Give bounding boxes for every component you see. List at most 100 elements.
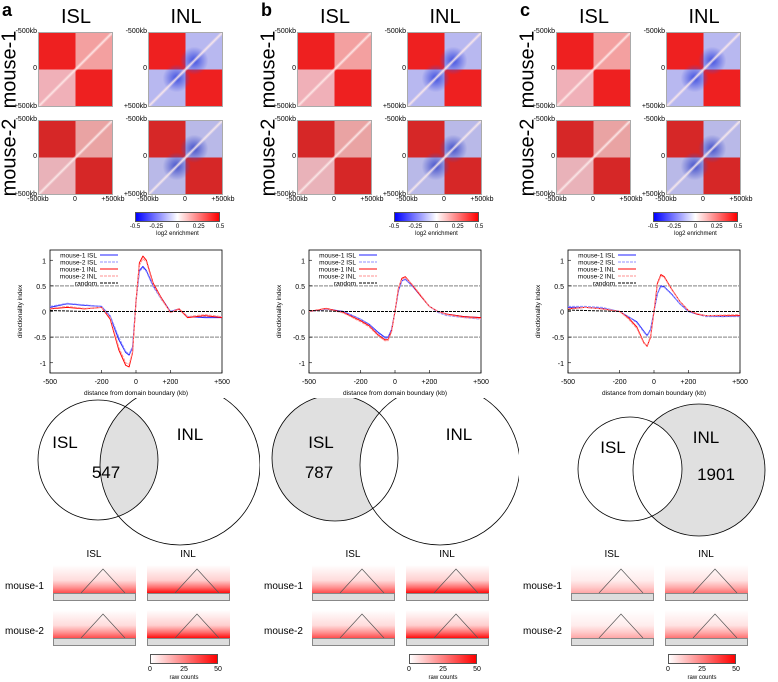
raw-counts-label: raw counts — [169, 675, 199, 681]
raw-counts-tick: 25 — [439, 666, 447, 673]
contact-map-isl-mouse-2 — [312, 610, 395, 638]
genome-axis-strip — [312, 593, 395, 601]
y-tick-label: 0 — [42, 310, 46, 317]
heatmap-y-tick: +500kb — [272, 103, 296, 110]
y-tick-label: 0.5 — [295, 284, 305, 291]
domain-triangle — [598, 568, 644, 593]
enrichment-heatmap-isl-mouse-1 — [556, 32, 631, 107]
y-axis-label: directionality index — [535, 284, 542, 338]
colorbar-tick: -0.5 — [647, 224, 659, 230]
venn-count: 1901 — [697, 465, 735, 484]
genome-axis-strip — [53, 593, 136, 601]
legend-label: mouse-1 ISL — [578, 253, 615, 260]
y-tick-label: 1 — [560, 258, 564, 265]
legend-label: mouse-1 ISL — [319, 253, 356, 260]
heatmap-y-tick: 0 — [402, 65, 406, 72]
heatmap-y-tick: 0 — [661, 65, 665, 72]
contact-map-inl-mouse-2 — [665, 610, 748, 638]
enrichment-heatmap-isl-mouse-1 — [297, 32, 372, 107]
domain-triangle — [433, 568, 479, 593]
domain-triangle — [174, 568, 220, 593]
legend-label: random — [75, 281, 97, 288]
heatmap-y-tick: +500kb — [13, 191, 37, 198]
heatmap-y-tick: -500kb — [533, 28, 555, 35]
contact-map-inl-mouse-1 — [406, 565, 489, 593]
heatmap-y-tick: -500kb — [125, 116, 147, 123]
domain-row-label: mouse-2 — [264, 626, 303, 637]
venn-intersection-fill — [100, 400, 158, 520]
x-tick-label: +500 — [732, 379, 748, 386]
domain-triangle — [598, 613, 644, 638]
venn-diagram: ISL INL 547 — [37, 398, 260, 546]
colorbar-tick: -0.25 — [408, 224, 423, 230]
enrichment-heatmap-inl-mouse-1 — [148, 32, 223, 107]
colorbar-tick: 0.25 — [710, 224, 723, 230]
colorbar-label: log2 enrichment — [156, 231, 199, 237]
colorbar-tick: 0.5 — [733, 224, 743, 230]
heatmap-y-tick: 0 — [551, 65, 555, 72]
heatmap-y-tick: -500kb — [15, 28, 37, 35]
column-header-inl: INL — [170, 6, 202, 28]
domain-triangle-outline — [692, 568, 738, 593]
row-label-mouse-1: mouse-1 — [516, 30, 539, 109]
legend-label: mouse-2 INL — [319, 274, 357, 281]
y-tick-label: 0 — [301, 310, 305, 317]
enrichment-heatmap-isl-mouse-2 — [556, 120, 631, 195]
venn-label-isl: ISL — [308, 433, 334, 452]
genome-axis-strip — [665, 593, 748, 601]
directionality-chart: 1 0.5 0 -0.5 -1 -500 -200 0 +200 +500 distance fro… — [535, 249, 748, 397]
venn-count: 787 — [305, 463, 333, 482]
x-tick-label: +500 — [214, 379, 230, 386]
heatmap-x-tick: 0 — [73, 196, 77, 203]
enrichment-heatmap-inl-mouse-2 — [407, 120, 482, 195]
venn-diagram: ISL INL 1901 — [577, 403, 766, 537]
heatmap-y-tick: +500kb — [641, 103, 665, 110]
domain-column-header: ISL — [604, 549, 620, 560]
heatmap-y-tick: 0 — [143, 65, 147, 72]
panel-c: c ISL INL mouse-1 mouse-2 -500kb 0 +500kb -500kb… — [516, 0, 778, 682]
raw-counts-tick: 25 — [698, 666, 706, 673]
legend-label: random — [334, 281, 356, 288]
domain-row-label: mouse-2 — [523, 626, 562, 637]
x-tick-label: 0 — [134, 379, 138, 386]
heatmap-y-tick: -500kb — [274, 28, 296, 35]
genome-axis-strip — [406, 638, 489, 646]
x-tick-label: +200 — [422, 379, 438, 386]
heatmap-x-tick: -500kb — [545, 196, 567, 203]
heatmap-y-tick: -500kb — [125, 28, 147, 35]
column-header-isl: ISL — [319, 6, 351, 28]
heatmap-y-tick: 0 — [143, 153, 147, 160]
heatmap-x-tick: 0 — [183, 196, 187, 203]
heatmap-x-tick: -500kb — [27, 196, 49, 203]
domain-triangle — [80, 613, 126, 638]
venn-label-inl: INL — [693, 428, 719, 447]
legend-label: mouse-2 ISL — [578, 260, 615, 267]
heatmap-y-tick: 0 — [292, 65, 296, 72]
y-tick-label: 0 — [560, 310, 564, 317]
y-tick-label: -0.5 — [34, 335, 46, 342]
y-axis-label: directionality index — [276, 284, 283, 338]
heatmap-y-tick: +500kb — [382, 191, 406, 198]
heatmap-x-tick: +500kb — [619, 196, 643, 203]
heatmap-x-tick: +500kb — [729, 196, 753, 203]
raw-counts-label: raw counts — [687, 675, 717, 681]
venn-label-isl: ISL — [52, 433, 78, 452]
series-line-random — [49, 310, 222, 312]
panel-letter: a — [2, 0, 13, 20]
y-tick-label: -1 — [40, 361, 46, 368]
row-label-mouse-1: mouse-1 — [0, 30, 21, 109]
y-tick-label: 0.5 — [36, 284, 46, 291]
domain-triangle-outline — [80, 613, 126, 638]
heatmap-y-tick: +500kb — [641, 191, 665, 198]
y-tick-label: -0.5 — [552, 335, 564, 342]
raw-counts-tick: 25 — [180, 666, 188, 673]
colorbar-tick: -0.5 — [129, 224, 141, 230]
colorbar-tick: 0.5 — [215, 224, 225, 230]
y-axis-label: directionality index — [17, 284, 24, 338]
genome-axis-strip — [53, 638, 136, 646]
y-tick-label: -0.5 — [293, 335, 305, 342]
venn-circle-inl — [632, 403, 766, 537]
enrichment-heatmap-isl-mouse-1 — [38, 32, 113, 107]
domain-triangle — [339, 613, 385, 638]
venn-circle-inl — [99, 398, 260, 546]
